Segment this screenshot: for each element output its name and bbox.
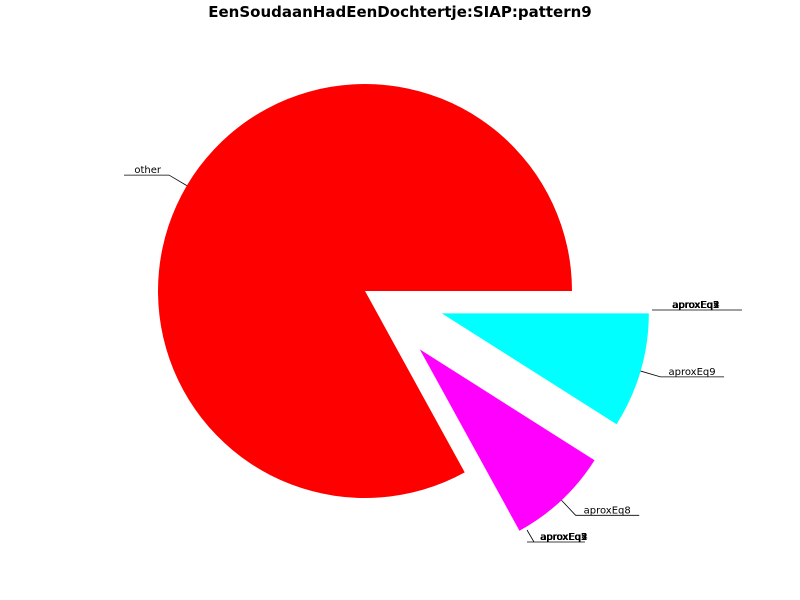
chart-title: EenSoudaanHadEenDochtertje:SIAP:pattern9 — [208, 3, 592, 21]
overlap-leader-tick-bottom — [526, 529, 535, 543]
overlap-label-bottom-3: aproxEq4 — [541, 532, 588, 543]
overlap-label-right-4: aproxEq5 — [672, 300, 719, 311]
overlap-label-right-0: aproxEq1 — [672, 300, 719, 311]
pie-slice-other — [157, 84, 572, 498]
overlap-label-bottom-2: aproxEq3 — [540, 532, 587, 543]
overlap-label-right-3: aproxEq4 — [673, 300, 720, 311]
overlap-label-bottom-4: aproxEq5 — [540, 532, 587, 543]
overlap-label-bottom-0: aproxEq1 — [540, 532, 587, 543]
slice-label-aproxEq8: aproxEq8 — [584, 505, 631, 516]
overlap-label-right-2: aproxEq3 — [672, 300, 719, 311]
slice-label-aproxEq9: aproxEq9 — [668, 367, 715, 378]
slices-layer — [157, 84, 649, 531]
slice-label-other: other — [134, 165, 162, 176]
leader-line-aproxEq9 — [640, 370, 725, 378]
leader-line-aproxEq8 — [561, 499, 640, 516]
pie-slice-aproxEq8 — [419, 349, 595, 531]
labels-layer: otheraproxEq8aproxEq9aproxEq1aproxEq2apr… — [124, 165, 742, 543]
overlap-label-bottom-1: aproxEq2 — [541, 532, 588, 543]
pie-slice-aproxEq9 — [441, 313, 649, 425]
overlap-label-right-1: aproxEq2 — [673, 300, 720, 311]
leader-line-other — [124, 174, 188, 186]
